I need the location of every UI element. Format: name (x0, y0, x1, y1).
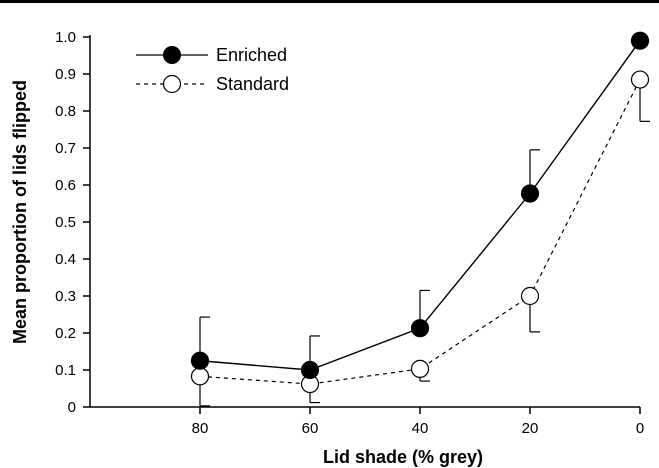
y-tick-label: 0.6 (55, 177, 76, 194)
y-tick-label: 0.4 (55, 251, 76, 268)
legend-label-enriched: Enriched (216, 45, 287, 65)
y-tick-label: 0.3 (55, 288, 76, 305)
y-tick-label: 0.2 (55, 325, 76, 342)
y-tick-label: 0.5 (55, 214, 76, 231)
data-point-enriched (630, 31, 650, 50)
y-tick-label: 1.0 (55, 29, 76, 46)
data-point-standard (520, 286, 540, 306)
series-line-standard (199, 79, 641, 385)
x-axis-title: Lid shade (% grey) (323, 447, 483, 467)
y-tick-label: 0.8 (55, 103, 76, 120)
series-enriched (190, 31, 650, 380)
series-standard (190, 70, 650, 407)
axes (89, 35, 640, 408)
data-point-enriched (410, 319, 430, 338)
y-tick-label: 0.7 (55, 140, 76, 157)
y-axis-title: Mean proportion of lids flipped (10, 80, 30, 344)
data-point-standard (630, 70, 650, 89)
legend-label-standard: Standard (216, 74, 289, 94)
x-axis-ticks: 80 60 40 20 0 (192, 407, 644, 437)
y-tick-label: 0.1 (55, 362, 76, 379)
legend-marker-enriched (163, 46, 181, 64)
x-tick-label: 40 (412, 420, 429, 437)
y-axis-ticks: 0 0.1 0.2 0.3 0.4 0.5 0.6 0.7 0.8 0.9 1.0 (55, 29, 90, 416)
data-point-standard (410, 359, 430, 378)
data-point-enriched (300, 360, 320, 380)
legend-marker-standard (162, 74, 182, 94)
x-tick-label: 20 (522, 420, 539, 437)
series-layer (190, 31, 650, 407)
data-point-enriched (520, 184, 540, 203)
y-tick-label: 0.9 (55, 66, 76, 83)
data-point-standard (190, 367, 210, 386)
legend: Enriched Standard (136, 45, 289, 94)
x-tick-label: 0 (636, 420, 644, 437)
x-tick-label: 80 (192, 420, 209, 437)
x-tick-label: 60 (302, 420, 319, 437)
y-tick-label: 0 (68, 399, 76, 416)
data-point-enriched (190, 351, 210, 370)
